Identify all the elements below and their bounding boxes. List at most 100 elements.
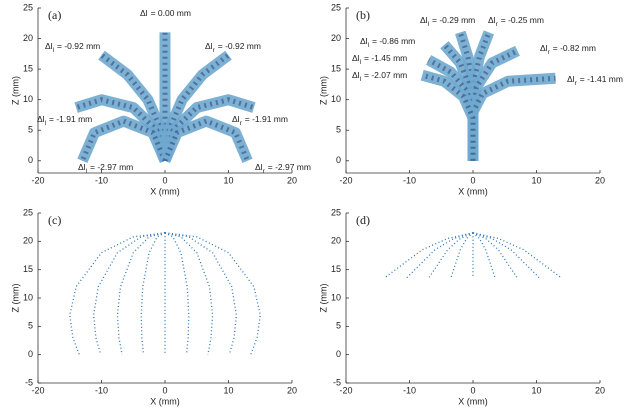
workspace-curve <box>450 232 474 279</box>
y-tick-label: 10 <box>23 94 33 104</box>
annotation-symbol: Δl <box>140 8 148 18</box>
x-tick-label: 0 <box>470 175 475 185</box>
annotation-symbol: Δl <box>37 114 45 124</box>
arm-texture <box>162 118 250 162</box>
workspace-curve <box>472 232 541 279</box>
arm-texture <box>80 118 168 162</box>
workspace-curve <box>472 232 496 279</box>
y-tick-label: 25 <box>23 2 33 12</box>
annotation-subscript: r <box>240 120 243 127</box>
annotation: Δlr = -1.41 mm <box>567 74 623 86</box>
y-tick-label: 0 <box>28 155 33 165</box>
y-axis-label: Z (mm) <box>10 76 20 105</box>
x-tick-label: -10 <box>403 385 416 395</box>
y-tick-label: 5 <box>336 321 341 331</box>
x-tick-label: -20 <box>339 385 352 395</box>
annotation-symbol: Δl <box>205 41 213 51</box>
arm <box>77 115 171 163</box>
y-axis-label: Z (mm) <box>318 76 328 105</box>
y-tick-label: 20 <box>331 33 341 43</box>
annotation-symbol: Δl <box>255 162 263 172</box>
arm-texture <box>470 75 556 161</box>
y-tick-label: 10 <box>331 94 341 104</box>
annotation: Δll = -0.86 mm <box>360 36 415 48</box>
annotation-symbol: Δl <box>420 15 428 25</box>
x-tick-label: 20 <box>595 175 605 185</box>
annotation: Δll = -2.97 mm <box>78 162 133 174</box>
annotation-symbol: Δl <box>488 15 496 25</box>
y-tick-label: 25 <box>331 2 341 12</box>
annotation-symbol: Δl <box>540 43 548 53</box>
annotation-text: = -2.07 mm <box>364 70 407 80</box>
annotation-subscript: r <box>575 80 578 87</box>
x-tick-label: 10 <box>223 385 233 395</box>
annotation: Δll = -0.29 mm <box>420 15 475 27</box>
annotation-symbol: Δl <box>352 70 360 80</box>
annotation-text: = 0.00 mm <box>151 8 191 18</box>
y-tick-label: 25 <box>23 207 33 217</box>
workspace-curve <box>428 232 474 279</box>
annotation-symbol: Δl <box>567 74 575 84</box>
arm-texture <box>427 57 476 161</box>
annotation: Δlr = -2.97 mm <box>255 162 311 174</box>
workspace-curve <box>472 232 519 279</box>
annotation: Δlr = -1.91 mm <box>232 114 288 126</box>
y-tick-label: 15 <box>23 63 33 73</box>
panel-label: (d) <box>356 213 370 227</box>
arm <box>159 115 253 163</box>
x-tick-label: -20 <box>339 175 352 185</box>
x-axis-label: X (mm) <box>150 396 180 406</box>
workspace-curve <box>164 232 214 355</box>
annotation-text: = -0.29 mm <box>432 15 475 25</box>
workspace-curve <box>92 232 166 355</box>
y-tick-label: -5 <box>25 377 33 387</box>
workspace-curve <box>164 232 190 355</box>
x-tick-label: 20 <box>287 385 297 395</box>
y-tick-label: 15 <box>331 264 341 274</box>
annotation-subscript: l <box>428 21 430 28</box>
annotation-text: = -2.97 mm <box>90 162 133 172</box>
panel-label: (c) <box>48 213 61 227</box>
workspace-curve <box>472 232 563 279</box>
y-tick-label: 25 <box>331 207 341 217</box>
x-tick-label: 20 <box>595 385 605 395</box>
y-tick-label: 0 <box>28 349 33 359</box>
y-axis-label: Z (mm) <box>10 284 20 313</box>
annotation-text: = -1.91 mm <box>49 114 92 124</box>
annotation-text: = -1.45 mm <box>364 53 407 63</box>
workspace-curve <box>383 232 474 279</box>
annotation: Δlr = -0.82 mm <box>540 43 596 55</box>
y-tick-label: 20 <box>331 236 341 246</box>
x-axis-label: X (mm) <box>150 186 180 196</box>
annotation-symbol: Δl <box>78 162 86 172</box>
y-tick-label: 20 <box>23 236 33 246</box>
annotation: Δlr = -0.92 mm <box>205 41 261 53</box>
annotation-symbol: Δl <box>360 36 368 46</box>
annotation-text: = -0.25 mm <box>501 15 544 25</box>
arm-texture <box>470 48 519 161</box>
x-tick-label: -10 <box>95 385 108 395</box>
annotation-text: = -1.91 mm <box>245 114 288 124</box>
y-tick-label: 5 <box>336 125 341 135</box>
panel: -20 -10 0 10 20 -5 0 5 10 15 20 25 X (mm) Z (mm) (d) <box>318 207 605 406</box>
y-tick-label: 20 <box>23 33 33 43</box>
x-tick-label: -20 <box>31 175 44 185</box>
annotation: Δlr = -0.25 mm <box>488 15 544 27</box>
annotation-subscript: r <box>213 47 216 54</box>
annotation: Δll = -1.91 mm <box>37 114 92 126</box>
y-tick-label: -5 <box>333 377 341 387</box>
panel: -20 -10 0 10 20 -5 0 5 10 15 20 25 X (mm) Z (mm) (c) <box>10 207 297 406</box>
annotation: Δll = -1.45 mm <box>352 53 407 65</box>
x-axis-label: X (mm) <box>458 186 488 196</box>
workspace-curve <box>164 232 238 355</box>
annotation: Δl = 0.00 mm <box>140 8 191 18</box>
annotation-text: = -0.86 mm <box>372 36 415 46</box>
annotation-symbol: Δl <box>232 114 240 124</box>
annotation-text: = -0.82 mm <box>553 43 596 53</box>
y-axis-label: Z (mm) <box>318 284 328 313</box>
annotation-text: = -2.97 mm <box>268 162 311 172</box>
annotation-subscript: l <box>45 120 47 127</box>
